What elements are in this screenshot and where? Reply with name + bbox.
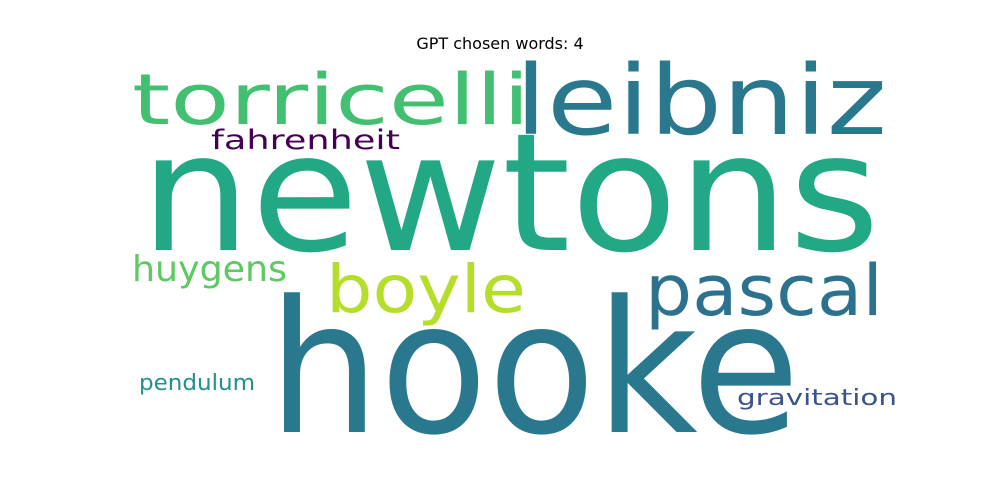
word-hooke: hooke (268, 262, 800, 476)
word-huygens: huygens (132, 249, 287, 290)
word-pendulum: pendulum (139, 371, 255, 396)
word-leibniz: leibniz (515, 45, 887, 157)
word-fahrenheit: fahrenheit (211, 125, 400, 156)
word-gravitation: gravitation (737, 386, 897, 411)
word-torricelli: torricelli (132, 59, 530, 141)
word-newtons: newtons (140, 98, 880, 289)
figure-title: GPT chosen words: 4 (416, 34, 584, 53)
word-pascal: pascal (645, 250, 883, 332)
word-boyle: boyle (326, 251, 526, 328)
